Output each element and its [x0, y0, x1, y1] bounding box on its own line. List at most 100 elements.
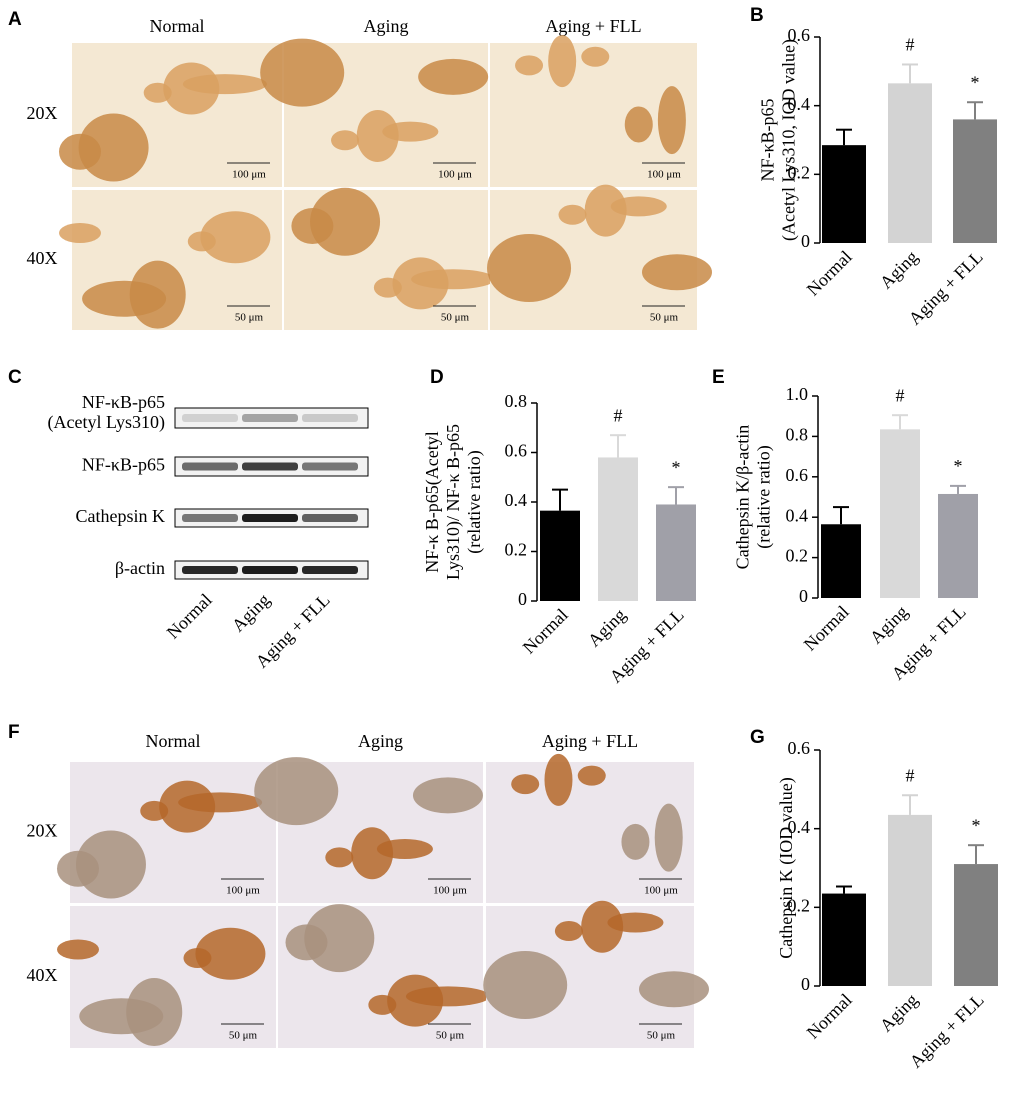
- tissue: [412, 777, 483, 814]
- y-tick-label: 0.4: [505, 490, 528, 510]
- tissue: [351, 827, 394, 880]
- y-tick-label: 0.6: [786, 465, 809, 485]
- tissue: [331, 130, 360, 151]
- y-tick-label: 0.4: [786, 505, 809, 525]
- blot-band: [182, 462, 238, 471]
- x-tick-label: Normal: [803, 990, 856, 1043]
- tissue: [621, 823, 650, 860]
- bar: [938, 493, 978, 598]
- bar: [953, 119, 997, 243]
- tissue: [57, 939, 99, 960]
- tissue: [639, 971, 709, 1008]
- significance-mark: #: [896, 385, 905, 405]
- tissue: [657, 86, 686, 155]
- y-tick-label: 0.4: [788, 817, 811, 837]
- tissue: [382, 121, 439, 142]
- tissue: [511, 774, 540, 795]
- tissue: [260, 38, 345, 107]
- y-tick-label: 0.8: [786, 425, 809, 445]
- tissue: [405, 986, 490, 1007]
- y-axis-label: NF-κ B-p65(Acetyl: [422, 431, 443, 573]
- tissue: [325, 847, 354, 868]
- y-axis-label: Lys310)/ NF-κ B-p65: [443, 424, 464, 580]
- tissue: [376, 838, 433, 859]
- y-axis-label: (Acetyl Lys310, IOD value): [779, 39, 800, 241]
- y-axis-label: Cathepsin K/β-actin: [733, 425, 753, 570]
- panel-letter: A: [8, 9, 22, 30]
- tissue: [483, 951, 568, 1019]
- tissue: [178, 792, 263, 813]
- scale-label: 50 μm: [441, 312, 470, 324]
- y-tick-label: 0: [801, 231, 810, 251]
- tissue: [356, 109, 399, 162]
- panel-letter: D: [430, 367, 444, 388]
- x-tick-label: Aging: [866, 602, 912, 648]
- y-axis-label: (relative ratio): [464, 450, 485, 553]
- tissue: [544, 753, 573, 806]
- y-tick-label: 0.6: [788, 25, 811, 45]
- tissue: [418, 58, 489, 95]
- tissue: [254, 757, 339, 826]
- tissue: [182, 74, 267, 95]
- tissue: [610, 196, 667, 217]
- y-tick-label: 0.4: [788, 94, 811, 114]
- panel-letter: G: [750, 727, 765, 748]
- tissue: [411, 269, 496, 290]
- tissue: [577, 765, 606, 786]
- column-header: Aging: [364, 16, 409, 36]
- y-tick-label: 1.0: [786, 384, 809, 404]
- bar: [821, 524, 861, 598]
- y-tick-label: 0.2: [788, 895, 811, 915]
- bar: [880, 429, 920, 598]
- scale-label: 50 μm: [650, 312, 679, 324]
- tissue: [78, 113, 149, 182]
- x-tick-label: Normal: [800, 602, 853, 655]
- y-tick-label: 0.8: [505, 391, 528, 411]
- scale-label: 50 μm: [235, 312, 264, 324]
- row-label: 20X: [27, 821, 58, 841]
- significance-mark: *: [972, 815, 981, 835]
- y-axis-label: NF-κB-p65: [758, 98, 778, 181]
- tissue: [581, 46, 610, 67]
- tissue: [624, 106, 653, 143]
- blot-band: [302, 514, 358, 522]
- band-label: NF-κB-p65: [82, 455, 165, 475]
- bar: [822, 893, 866, 986]
- tissue: [642, 254, 712, 291]
- tissue: [310, 187, 381, 256]
- column-header: Aging + FLL: [545, 16, 641, 36]
- scale-label: 100 μm: [433, 885, 467, 897]
- significance-mark: #: [906, 35, 915, 55]
- column-header: Normal: [150, 16, 205, 36]
- blot-band: [242, 414, 298, 422]
- y-tick-label: 0.2: [786, 546, 809, 566]
- y-tick-label: 0: [799, 586, 808, 606]
- blot-band: [242, 514, 298, 522]
- tissue: [654, 803, 683, 872]
- blot-band: [302, 414, 358, 422]
- tissue: [554, 921, 583, 942]
- tissue: [581, 900, 624, 953]
- blot-band: [182, 566, 238, 574]
- scale-label: 100 μm: [232, 169, 266, 181]
- panel-letter: C: [8, 367, 22, 388]
- scale-label: 100 μm: [438, 169, 472, 181]
- bar: [954, 864, 998, 986]
- x-tick-label: Aging: [876, 990, 922, 1036]
- blot-band: [182, 414, 238, 422]
- blot-band: [182, 514, 238, 522]
- tissue: [607, 912, 664, 933]
- panel-letter: E: [712, 367, 725, 388]
- bar: [656, 504, 696, 601]
- y-tick-label: 0.6: [788, 738, 811, 758]
- band-label: (Acetyl Lys310): [48, 412, 165, 433]
- x-tick-label: Aging: [876, 247, 922, 293]
- y-tick-label: 0.2: [788, 162, 811, 182]
- row-label: 20X: [27, 103, 58, 123]
- tissue: [126, 977, 183, 1046]
- band-label: Cathepsin K: [76, 506, 166, 526]
- tissue: [584, 184, 627, 237]
- tissue: [487, 234, 572, 302]
- tissue: [75, 830, 146, 899]
